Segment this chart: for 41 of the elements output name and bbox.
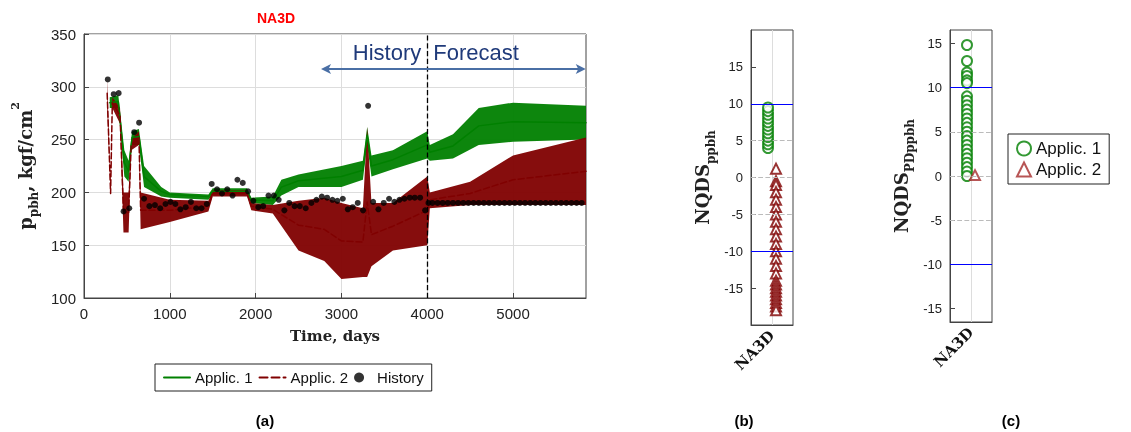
x-axis-title: Time, days xyxy=(289,326,381,345)
y-tick-label: 10 xyxy=(728,96,743,112)
y-axis-title: ppbh, kgf/cm2 xyxy=(9,102,42,230)
y-tick-label: 0 xyxy=(934,168,942,184)
x-tick-label: 1000 xyxy=(153,305,187,322)
y-tick-label: 5 xyxy=(735,133,743,149)
annotation: History xyxy=(352,39,422,65)
y-tick-label: 5 xyxy=(934,124,942,140)
y-tick-label: 350 xyxy=(50,25,76,43)
y-tick-label: 0 xyxy=(735,170,743,185)
y-tick-label: -15 xyxy=(724,280,743,296)
legend-label: Applic. 2 xyxy=(1036,160,1102,179)
x-tick-label: 2000 xyxy=(238,305,273,322)
y-tick-label: 200 xyxy=(50,183,76,201)
x-tick-label: 5000 xyxy=(496,305,530,322)
legend-label: Applic. 2 xyxy=(290,369,349,386)
text: (a) xyxy=(255,411,275,429)
y-tick-label: 300 xyxy=(50,78,76,96)
y-tick-label: 15 xyxy=(927,35,942,51)
x-tick-label: 0 xyxy=(79,305,89,322)
y-tick-label: -5 xyxy=(731,206,743,222)
legend-label: Applic. 1 xyxy=(1036,139,1102,158)
y-tick-label: -10 xyxy=(724,243,743,259)
y-tick-label: -10 xyxy=(923,256,942,272)
y-tick-label: 10 xyxy=(927,80,942,96)
y-axis-title: NQDSppbh xyxy=(691,129,718,225)
chart-title: NA3D xyxy=(257,10,296,26)
y-tick-label: 250 xyxy=(50,131,76,149)
annotation: Forecast xyxy=(433,39,519,65)
y-tick-label: -5 xyxy=(930,212,942,228)
legend-label: History xyxy=(377,369,425,386)
x-tick-label: 4000 xyxy=(410,305,444,322)
y-tick-label: 15 xyxy=(728,59,743,75)
y-axis-title: NQDSPDppbh xyxy=(890,118,917,234)
y-tick-label: 150 xyxy=(50,236,76,254)
y-tick-label: -15 xyxy=(923,301,942,317)
legend-label: Applic. 1 xyxy=(195,369,253,386)
text: (b) xyxy=(734,411,754,429)
x-tick-label: 3000 xyxy=(324,305,359,322)
y-tick-label: 100 xyxy=(50,289,76,307)
text: (c) xyxy=(1001,411,1021,429)
